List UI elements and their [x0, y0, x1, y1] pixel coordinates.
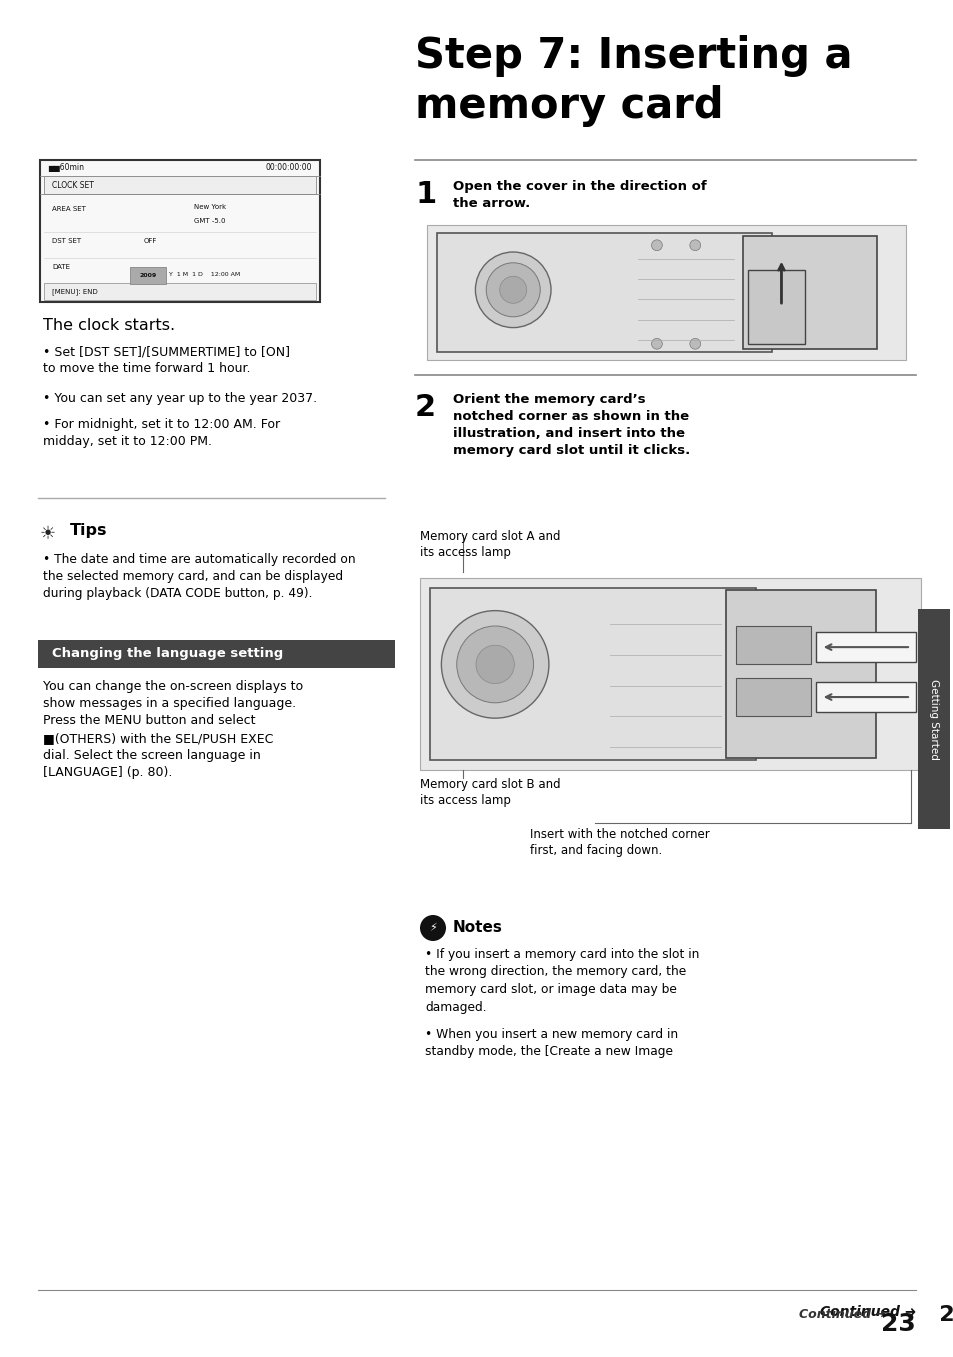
Bar: [44, 176, 315, 194]
Text: Changing the language setting: Changing the language setting: [52, 647, 283, 661]
Text: • If you insert a memory card into the slot in
the wrong direction, the memory c: • If you insert a memory card into the s…: [424, 949, 699, 1014]
Text: OFF: OFF: [144, 237, 157, 244]
Text: 2: 2: [415, 394, 436, 422]
Text: 23: 23: [881, 1312, 915, 1337]
Circle shape: [441, 611, 548, 718]
Text: The clock starts.: The clock starts.: [43, 318, 175, 332]
Circle shape: [456, 626, 533, 703]
Text: • The date and time are automatically recorded on
the selected memory card, and : • The date and time are automatically re…: [43, 554, 355, 600]
Circle shape: [419, 915, 446, 940]
Bar: [815, 681, 915, 712]
Text: • Set [DST SET]/[SUMMERTIME] to [ON]
to move the time forward 1 hour.: • Set [DST SET]/[SUMMERTIME] to [ON] to …: [43, 346, 290, 376]
Bar: [742, 236, 877, 349]
Text: Notes: Notes: [453, 920, 502, 935]
Text: Memory card slot B and
its access lamp: Memory card slot B and its access lamp: [419, 778, 560, 807]
Bar: [40, 160, 319, 303]
Bar: [44, 284, 315, 300]
Circle shape: [476, 645, 514, 684]
Text: 1: 1: [415, 180, 436, 209]
Bar: [735, 678, 810, 716]
Text: [MENU]: END: [MENU]: END: [52, 288, 97, 294]
Circle shape: [486, 263, 539, 316]
Text: ⚡: ⚡: [429, 923, 436, 934]
Text: ▆▆60min: ▆▆60min: [48, 163, 84, 172]
Circle shape: [499, 277, 526, 304]
Circle shape: [475, 252, 551, 327]
Circle shape: [651, 338, 661, 349]
Text: 2009: 2009: [139, 273, 156, 278]
Text: memory card: memory card: [415, 85, 723, 128]
Text: Getting Started: Getting Started: [928, 678, 938, 760]
Text: GMT -5.0: GMT -5.0: [193, 218, 225, 224]
Text: CLOCK SET: CLOCK SET: [52, 180, 93, 190]
Text: Orient the memory card’s
notched corner as shown in the
illustration, and insert: Orient the memory card’s notched corner …: [453, 394, 690, 457]
Text: • When you insert a new memory card in
standby mode, the [Create a new Image: • When you insert a new memory card in s…: [424, 1029, 678, 1058]
Text: 23: 23: [915, 1305, 953, 1324]
Text: Continued ➜: Continued ➜: [819, 1305, 915, 1319]
Bar: [436, 233, 771, 351]
Bar: [815, 632, 915, 662]
Text: Memory card slot A and
its access lamp: Memory card slot A and its access lamp: [419, 531, 560, 559]
Text: DST SET: DST SET: [52, 237, 81, 244]
Text: DATE: DATE: [52, 265, 70, 270]
Bar: [427, 225, 905, 360]
Text: New York: New York: [193, 204, 226, 210]
Bar: [917, 609, 949, 829]
Bar: [747, 270, 804, 343]
Text: • For midnight, set it to 12:00 AM. For
midday, set it to 12:00 PM.: • For midnight, set it to 12:00 AM. For …: [43, 418, 280, 448]
Bar: [419, 578, 920, 769]
Text: Step 7: Inserting a: Step 7: Inserting a: [415, 35, 852, 77]
Circle shape: [689, 240, 700, 251]
Text: You can change the on-screen displays to
show messages in a specified language.
: You can change the on-screen displays to…: [43, 680, 303, 779]
Circle shape: [651, 240, 661, 251]
Bar: [38, 641, 395, 668]
Text: Continued ➜: Continued ➜: [799, 1308, 885, 1320]
Text: 00:00:00:00: 00:00:00:00: [265, 163, 312, 172]
Text: • You can set any year up to the year 2037.: • You can set any year up to the year 20…: [43, 392, 316, 404]
Circle shape: [689, 338, 700, 349]
Bar: [725, 589, 875, 759]
Text: Open the cover in the direction of
the arrow.: Open the cover in the direction of the a…: [453, 180, 706, 210]
Bar: [735, 626, 810, 665]
Bar: [130, 267, 166, 284]
Text: ☀: ☀: [40, 525, 56, 543]
Text: Tips: Tips: [70, 522, 108, 537]
Text: Insert with the notched corner
first, and facing down.: Insert with the notched corner first, an…: [530, 828, 709, 858]
Text: Y  1 M  1 D    12:00 AM: Y 1 M 1 D 12:00 AM: [169, 271, 240, 277]
Text: AREA SET: AREA SET: [52, 206, 86, 212]
Bar: [430, 588, 755, 760]
